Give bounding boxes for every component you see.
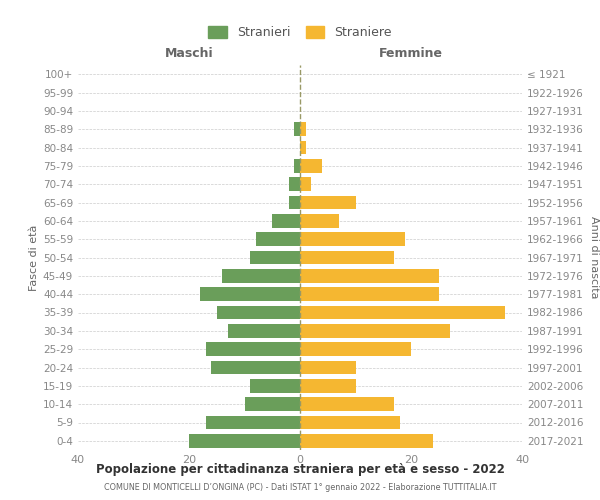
Bar <box>300 398 394 411</box>
Bar <box>300 196 355 209</box>
Bar <box>300 250 394 264</box>
Bar <box>300 360 355 374</box>
Text: Maschi: Maschi <box>164 46 214 60</box>
Bar <box>272 214 300 228</box>
Bar <box>300 288 439 301</box>
Bar <box>300 306 505 320</box>
Bar <box>300 140 305 154</box>
Bar <box>300 324 450 338</box>
Bar <box>300 342 411 356</box>
Bar <box>189 434 300 448</box>
Bar <box>300 379 355 392</box>
Bar <box>300 269 439 282</box>
Bar <box>206 416 300 430</box>
Text: Femmine: Femmine <box>379 46 443 60</box>
Legend: Stranieri, Straniere: Stranieri, Straniere <box>203 21 397 44</box>
Bar <box>295 159 300 172</box>
Bar <box>300 214 339 228</box>
Bar <box>250 379 300 392</box>
Bar <box>211 360 300 374</box>
Bar <box>256 232 300 246</box>
Text: Popolazione per cittadinanza straniera per età e sesso - 2022: Popolazione per cittadinanza straniera p… <box>95 463 505 476</box>
Bar <box>289 196 300 209</box>
Bar <box>300 178 311 191</box>
Bar <box>300 122 305 136</box>
Y-axis label: Fasce di età: Fasce di età <box>29 224 39 290</box>
Bar <box>300 434 433 448</box>
Bar <box>289 178 300 191</box>
Bar <box>300 159 322 172</box>
Y-axis label: Anni di nascita: Anni di nascita <box>589 216 599 298</box>
Text: COMUNE DI MONTICELLI D’ONGINA (PC) - Dati ISTAT 1° gennaio 2022 - Elaborazione T: COMUNE DI MONTICELLI D’ONGINA (PC) - Dat… <box>104 484 496 492</box>
Bar <box>206 342 300 356</box>
Bar <box>250 250 300 264</box>
Bar <box>245 398 300 411</box>
Bar <box>222 269 300 282</box>
Bar <box>295 122 300 136</box>
Bar <box>300 416 400 430</box>
Bar <box>228 324 300 338</box>
Bar <box>217 306 300 320</box>
Bar <box>300 232 406 246</box>
Bar <box>200 288 300 301</box>
